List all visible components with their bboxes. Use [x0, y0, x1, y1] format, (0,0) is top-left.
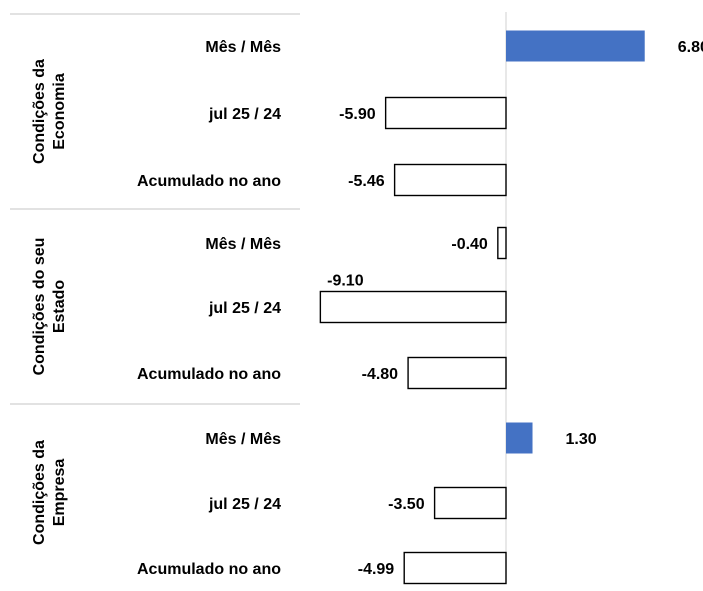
bars — [319, 30, 645, 585]
data-label: -5.46 — [348, 173, 385, 190]
data-labels: 6.80 -5.90 -5.46 -0.40 -9.10 -4.80 1.30 -3.50 -4… — [327, 39, 703, 578]
category-labels: Mês / Mês jul 25 / 24 Acumulado no ano Mês … — [137, 39, 281, 578]
group-label-line: Empresa — [51, 459, 68, 527]
bar — [407, 356, 507, 390]
bar — [497, 226, 507, 260]
data-label: -4.99 — [358, 561, 395, 578]
bar — [319, 290, 507, 324]
group-label-line: Estado — [51, 280, 68, 334]
category-label: Mês / Mês — [205, 236, 281, 253]
data-label: -3.50 — [388, 496, 425, 513]
group-label-line: Condições da — [31, 440, 48, 545]
category-label: Mês / Mês — [205, 431, 281, 448]
category-label: Acumulado no ano — [137, 173, 281, 190]
bar — [506, 422, 533, 454]
data-label: -4.80 — [362, 366, 399, 383]
group-label-2: Condições do seu Estado — [31, 238, 68, 376]
category-label: Acumulado no ano — [137, 366, 281, 383]
bar — [403, 551, 507, 585]
category-label: Mês / Mês — [205, 39, 281, 56]
group-separators — [10, 13, 300, 405]
bar — [384, 96, 507, 130]
bar — [506, 30, 645, 62]
group-label-3: Condições da Empresa — [31, 440, 68, 545]
group-label-line: Condições da — [31, 59, 48, 164]
bar — [393, 163, 507, 197]
data-label: 1.30 — [566, 431, 597, 448]
bar — [433, 486, 507, 520]
category-label: jul 25 / 24 — [208, 300, 281, 317]
category-label: jul 25 / 24 — [208, 496, 281, 513]
group-label-line: Economia — [51, 73, 68, 150]
category-label: jul 25 / 24 — [208, 106, 281, 123]
category-label: Acumulado no ano — [137, 561, 281, 578]
data-label: -9.10 — [327, 273, 364, 290]
data-label: -5.90 — [339, 106, 376, 123]
group-label-line: Condições do seu — [31, 238, 48, 376]
data-label: -0.40 — [451, 236, 488, 253]
data-label: 6.80 — [678, 39, 703, 56]
group-label-1: Condições da Economia — [31, 59, 68, 164]
